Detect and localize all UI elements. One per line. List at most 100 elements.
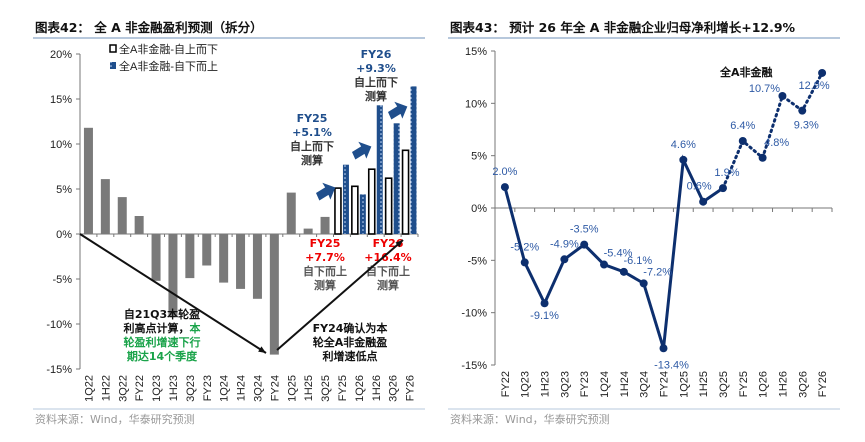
data-point-FY23 [580,240,589,249]
y-tick-label: 15% [50,94,72,106]
legend-label-top-down: 全A非金融-自上而下 [119,42,218,56]
data-label-1H26: 10.7% [749,83,780,95]
data-point-3Q26 [798,106,807,115]
x-tick-label: 1H25 [698,371,710,397]
legend-swatch-bottom-up [110,62,116,69]
bar-1H25 [303,228,313,234]
data-point-3Q25 [718,184,727,193]
right-chart-title: 图表43： 预计 26 年全 A 非金融企业归母净利增长+12.9% [450,20,796,35]
line-actual [503,154,724,349]
x-tick-label: FY24 [269,375,281,401]
decline-note-line: 利高点计算，本 [124,321,201,335]
fy26-top-down-note: +9.3% [356,62,396,75]
x-tick-label: 1H25 [303,375,315,401]
y-tick-label: 5% [471,151,487,163]
data-label-FY24: -13.4% [654,359,689,371]
data-point-1Q25 [679,155,688,164]
x-tick-label: 3Q23 [185,375,197,402]
recovery-arrow-head [395,240,403,248]
x-tick-label: 3Q26 [797,371,809,398]
decline-arrow [79,233,267,354]
x-tick-label: 3Q22 [117,375,129,402]
x-tick-label: FY24 [659,371,671,397]
left-chart-plot: -15% -10% -5% 0% 5% 10% 15% 20% 1Q22 1H22 3Q22 FY22… [46,42,419,402]
bar-1Q24 [219,234,229,283]
x-tick-label: 3Q25 [320,375,332,402]
blue-arrow-fy25 [316,182,336,201]
data-label-FY22: 2.0% [492,166,517,178]
blue-arrow-1h26 [352,141,372,160]
x-tick-label: 1Q25 [678,371,690,398]
decline-note-line: 自21Q3本轮盈 [124,307,200,321]
x-tick-label: 1Q24 [219,375,231,402]
bar-1H23 [168,234,178,316]
bar-FY22 [134,216,144,234]
x-tick-label: 3Q24 [252,375,264,402]
right-chart-plot: -15% -10% -5% 0% 5% 10% 15% FY22 1Q23 1H23 3Q23 FY2… [461,46,833,398]
x-tick-label: 1H23 [168,375,180,401]
bar-top-down-FY26 [401,149,410,235]
series-label: 全A非金融 [719,65,773,79]
bar-bottom-up-1H26 [376,105,383,234]
fy26-top-down-note: 测算 [365,89,387,103]
fy25-top-down-note: FY25 [297,112,328,125]
bar-FY23 [202,234,212,266]
data-point-1H23 [540,299,549,308]
data-label-1Q23: -5.2% [510,241,539,253]
x-tick-label: 1Q24 [599,371,611,398]
y-tick-label: 0% [56,229,72,241]
fy25-top-down-note: 测算 [301,153,323,167]
line-forecast [721,71,824,190]
y-tick-label: 10% [465,98,487,110]
low-point-note: 轮全A非金融盈 [313,335,388,349]
fy25-bottom-up-note: 自下而上 [303,264,347,278]
x-tick-label: 1H22 [100,375,112,401]
x-tick-label: 3Q23 [559,371,571,398]
low-point-note: FY24确认为本 [313,321,388,335]
bar-FY24 [269,234,279,355]
y-tick-label: 5% [56,184,72,196]
data-point-3Q23 [560,255,569,264]
x-tick-label: 1Q26 [354,375,366,402]
data-point-FY22 [500,183,509,192]
data-label-1H25: 0.6% [687,181,712,193]
x-tick-label: FY26 [817,371,829,397]
fy26-top-down-note: 自上而下 [354,75,398,89]
y-tick-label: -10% [461,308,487,320]
data-label-3Q25: 1.9% [714,167,739,179]
fy25-bottom-up-note: 测算 [314,278,336,292]
x-tick-label: FY22 [500,371,512,397]
data-label-1Q25: 4.6% [671,139,696,151]
fy26-bottom-up-note: +16.4% [364,251,411,264]
y-tick-label: -5% [467,255,487,267]
legend-label-bottom-up: 全A非金融-自下而上 [119,59,218,73]
bar-bottom-up-3Q26 [393,123,400,234]
data-point-FY25 [738,137,747,146]
x-tick-label: 1Q23 [520,371,532,398]
recovery-arrow [276,239,404,351]
bar-3Q24 [252,234,262,299]
bar-top-down-1Q26 [351,185,359,235]
x-tick-label: FY26 [405,375,417,401]
data-point-1H26 [778,92,787,101]
data-point-1H24 [619,267,628,276]
y-tick-label: 10% [50,139,72,151]
y-tick-label: -15% [46,364,72,376]
bar-top-down-FY25 [334,187,342,235]
x-tick-label: FY25 [738,371,750,397]
bar-1H22 [100,179,110,234]
x-tick-label: 3Q25 [718,371,730,398]
x-tick-label: 1Q23 [151,375,163,402]
x-tick-label: 1H24 [619,371,631,397]
y-tick-label: -10% [46,319,72,331]
bar-3Q25 [320,216,330,234]
bar-bottom-up-FY26 [410,86,417,235]
fy26-bottom-up-note: 自下而上 [366,264,410,278]
bar-1Q23 [151,234,161,281]
left-chart-title: 图表42： 全 A 非金融盈利预测（拆分） [35,20,263,35]
decline-arrow-head [258,346,266,353]
decline-note-line: 轮盈利增速下行 [124,335,201,349]
y-tick-label: 15% [465,46,487,58]
x-tick-label: 1H23 [540,371,552,397]
